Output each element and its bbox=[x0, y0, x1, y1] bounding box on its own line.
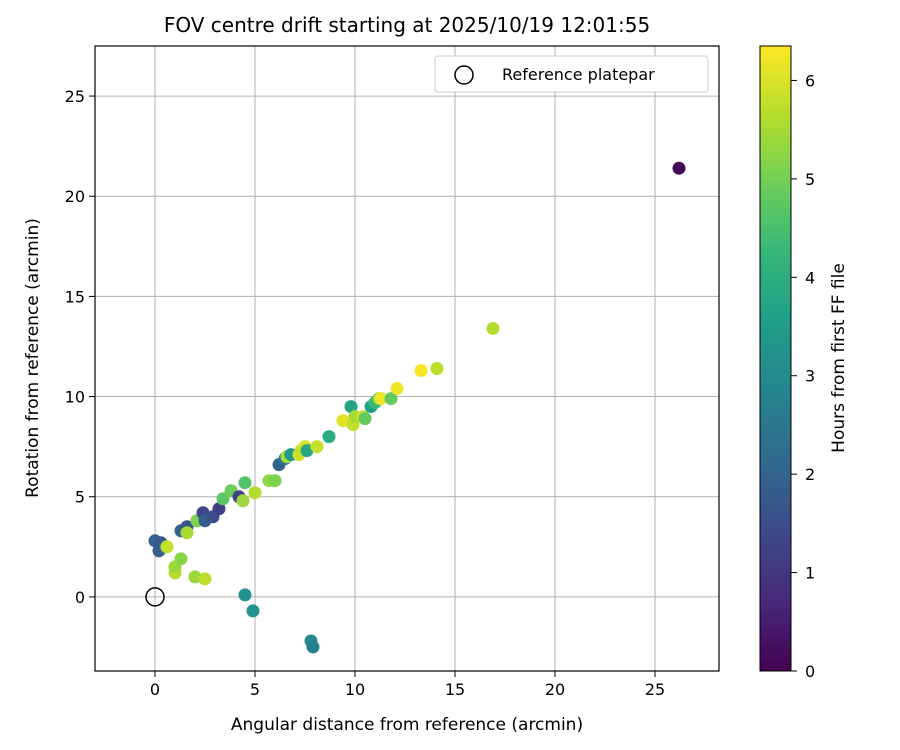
data-point bbox=[188, 570, 202, 584]
colorbar-label: Hours from first FF file bbox=[829, 263, 849, 453]
legend: Reference platepar bbox=[434, 55, 709, 93]
colorbar-tick-label: 0 bbox=[805, 662, 815, 681]
data-point bbox=[238, 588, 252, 602]
legend-marker-icon bbox=[454, 65, 474, 85]
legend-box bbox=[434, 55, 709, 93]
colorbar-tick-label: 6 bbox=[805, 71, 815, 90]
x-tick-label: 25 bbox=[645, 680, 665, 699]
y-tick-label: 20 bbox=[65, 187, 85, 206]
data-point bbox=[306, 640, 320, 654]
data-point bbox=[246, 604, 260, 618]
y-tick-label: 5 bbox=[75, 488, 85, 507]
data-point bbox=[174, 552, 188, 566]
x-tick-label: 20 bbox=[545, 680, 565, 699]
data-point bbox=[358, 412, 372, 426]
y-axis-label: Rotation from reference (arcmin) bbox=[23, 218, 43, 498]
chart-title: FOV centre drift starting at 2025/10/19 … bbox=[164, 13, 650, 37]
colorbar-tick-label: 2 bbox=[805, 465, 815, 484]
reference-platepar-marker bbox=[145, 587, 165, 607]
axis-ticks: 0 5 10 15 20 25 0 5 10 15 20 25 bbox=[65, 87, 666, 699]
colorbar bbox=[759, 45, 792, 672]
colorbar-ticks: 0 1 2 3 4 5 6 bbox=[791, 71, 815, 681]
data-points bbox=[148, 161, 686, 654]
y-tick-label: 25 bbox=[65, 87, 85, 106]
data-point bbox=[180, 526, 194, 540]
data-point bbox=[414, 364, 428, 378]
data-point bbox=[430, 362, 444, 376]
data-point bbox=[268, 474, 282, 488]
legend-label: Reference platepar bbox=[502, 65, 655, 84]
y-tick-label: 0 bbox=[75, 588, 85, 607]
data-point bbox=[390, 382, 404, 396]
data-point bbox=[300, 444, 314, 458]
x-tick-label: 5 bbox=[250, 680, 260, 699]
data-point bbox=[248, 486, 262, 500]
x-tick-label: 10 bbox=[345, 680, 365, 699]
data-point bbox=[336, 414, 350, 428]
y-tick-label: 10 bbox=[65, 388, 85, 407]
data-point bbox=[238, 476, 252, 490]
data-point bbox=[310, 440, 324, 454]
data-point bbox=[236, 494, 250, 508]
data-point bbox=[344, 400, 358, 414]
data-point bbox=[384, 392, 398, 406]
grid bbox=[95, 46, 719, 671]
plot-frame bbox=[94, 45, 720, 672]
data-point bbox=[160, 540, 174, 554]
data-point bbox=[216, 492, 230, 506]
data-point bbox=[374, 392, 388, 406]
data-point bbox=[672, 161, 686, 175]
colorbar-tick-label: 1 bbox=[805, 564, 815, 583]
colorbar-tick-label: 3 bbox=[805, 367, 815, 386]
colorbar-tick-label: 4 bbox=[805, 268, 815, 287]
data-point bbox=[486, 321, 500, 335]
x-tick-label: 0 bbox=[150, 680, 160, 699]
colorbar-tick-label: 5 bbox=[805, 170, 815, 189]
x-tick-label: 15 bbox=[445, 680, 465, 699]
data-point bbox=[198, 572, 212, 586]
data-point bbox=[322, 430, 336, 444]
data-point bbox=[212, 502, 226, 516]
y-tick-label: 15 bbox=[65, 287, 85, 306]
x-axis-label: Angular distance from reference (arcmin) bbox=[231, 715, 583, 735]
